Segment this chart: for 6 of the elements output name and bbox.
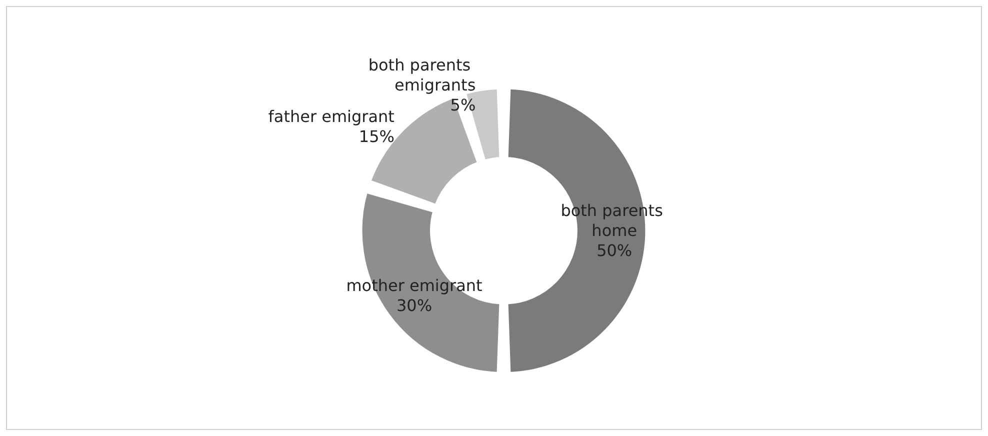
data-label: 5% bbox=[450, 95, 476, 114]
slice-label: father emigrant bbox=[268, 106, 394, 126]
slice-label: both parents emigrants bbox=[368, 55, 476, 94]
data-label: 30% bbox=[396, 296, 432, 316]
data-label: 15% bbox=[358, 126, 394, 146]
data-label: 50% bbox=[596, 241, 632, 260]
